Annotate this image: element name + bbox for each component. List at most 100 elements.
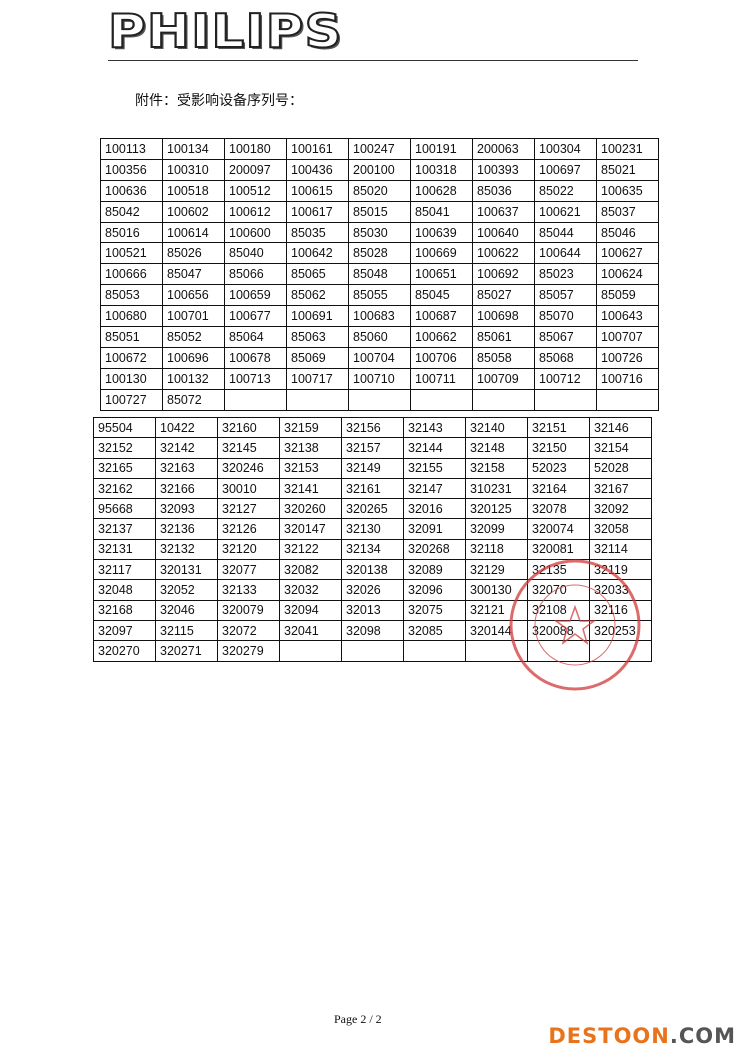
serial-cell: 100521: [100, 242, 163, 265]
watermark-suffix: .COM: [669, 1024, 736, 1048]
table-row: 95668 32093 32127 320260 320265 32016 320125 32…: [93, 498, 652, 520]
serial-cell: 85072: [162, 388, 225, 411]
serial-cell: 100697: [534, 158, 597, 181]
serial-cell: 32136: [155, 518, 218, 540]
serial-cell: 320079: [217, 599, 280, 621]
serial-cell: 32161: [341, 477, 404, 500]
serial-cell: 200097: [224, 158, 287, 181]
table-row: 100727 85072: [100, 388, 659, 411]
serial-cell: 320074: [527, 518, 590, 540]
serial-cell: 100669: [410, 242, 473, 265]
serial-cell: 85037: [596, 200, 659, 223]
serial-cell: 100707: [596, 326, 659, 348]
serial-cell: 320125: [465, 498, 528, 520]
serial-cell: 32163: [155, 457, 218, 479]
serial-cell: [596, 388, 659, 411]
serial-cell: 100666: [100, 263, 163, 286]
serial-cell: 100627: [596, 242, 659, 265]
serial-cell: 100393: [472, 158, 535, 181]
serial-cell: 320246: [217, 457, 280, 479]
serial-cell: 85047: [162, 263, 225, 286]
serial-cell: 32147: [403, 477, 466, 500]
serial-cell: 100701: [162, 305, 225, 328]
serial-cell: 32158: [465, 457, 528, 479]
serial-cell: 32013: [341, 599, 404, 621]
serial-cell: 32093: [155, 498, 218, 520]
serial-cell: 32159: [279, 416, 342, 439]
serial-cell: 100614: [162, 221, 225, 244]
serial-cell: 320081: [527, 538, 590, 561]
serial-cell: 32048: [93, 579, 156, 601]
serial-cell: 85021: [596, 158, 659, 181]
serial-cell: 100710: [348, 367, 411, 390]
table-row: 100666 85047 85066 85065 85048 100651 100692 85…: [100, 263, 659, 286]
serial-cell: 85052: [162, 326, 225, 348]
serial-cell: 85067: [534, 326, 597, 348]
serial-cell: 32155: [403, 457, 466, 479]
table-row: 32131 32132 32120 32122 32134 320268 32118 3200…: [93, 538, 652, 561]
serial-cell: 100717: [286, 367, 349, 390]
serial-cell: 85055: [348, 284, 411, 307]
serial-cell: 52023: [527, 457, 590, 479]
serial-cell: 100318: [410, 158, 473, 181]
serial-cell: 100161: [286, 138, 349, 160]
serial-cell: 320131: [155, 559, 218, 581]
serial-cell: 32160: [217, 416, 280, 439]
serial-cell: 32150: [527, 437, 590, 459]
serial-cell: [472, 388, 535, 411]
serial-cell: 32127: [217, 498, 280, 520]
serial-cell: 100659: [224, 284, 287, 307]
serial-cell: 320271: [155, 640, 218, 662]
serial-cell: 32118: [465, 538, 528, 561]
serial-cell: 100436: [286, 158, 349, 181]
serial-cell: 32120: [217, 538, 280, 561]
serial-cell: 100231: [596, 138, 659, 160]
serial-cell: 100726: [596, 346, 659, 369]
serial-cell: [286, 388, 349, 411]
serial-cell: 32075: [403, 599, 466, 621]
serial-cell: 100512: [224, 179, 287, 202]
table-row: 32152 32142 32145 32138 32157 32144 32148 32150…: [93, 437, 652, 459]
serial-cell: 10422: [155, 416, 218, 439]
watermark-main: DESTOON: [548, 1024, 670, 1048]
serial-cell: 32151: [527, 416, 590, 439]
serial-cell: [534, 388, 597, 411]
serial-cell: 320144: [465, 619, 528, 642]
serial-cell: 85058: [472, 346, 535, 369]
serial-cell: 85036: [472, 179, 535, 202]
serial-cell: 32032: [279, 579, 342, 601]
serial-cell: 32165: [93, 457, 156, 479]
serial-cell: 100132: [162, 367, 225, 390]
serial-cell: [279, 640, 342, 662]
serial-cell: 100622: [472, 242, 535, 265]
serial-cell: 100518: [162, 179, 225, 202]
serial-cell: 95668: [93, 498, 156, 520]
serial-cell: 32094: [279, 599, 342, 621]
serial-cell: 100628: [410, 179, 473, 202]
serial-cell: 100709: [472, 367, 535, 390]
serial-cell: 100651: [410, 263, 473, 286]
serial-cell: 32145: [217, 437, 280, 459]
serial-cell: [224, 388, 287, 411]
table-row: 85016 100614 100600 85035 85030 100639 100640 8…: [100, 221, 659, 244]
table-row: 32117 320131 32077 32082 320138 32089 32129 321…: [93, 559, 652, 581]
serial-cell: 32152: [93, 437, 156, 459]
serial-cell: 32041: [279, 619, 342, 642]
serial-cell: [341, 640, 404, 662]
serial-cell: 85042: [100, 200, 163, 223]
serial-cell: 320138: [341, 559, 404, 581]
serial-cell: 32092: [589, 498, 652, 520]
serial-cell: 32126: [217, 518, 280, 540]
serial-cell: 32114: [589, 538, 652, 561]
serial-cell: 100612: [224, 200, 287, 223]
serial-cell: 32108: [527, 599, 590, 621]
serial-cell: 32072: [217, 619, 280, 642]
serial-cell: 100130: [100, 367, 163, 390]
serial-cell: 100113: [100, 138, 163, 160]
serial-cell: 32046: [155, 599, 218, 621]
serial-cell: 32052: [155, 579, 218, 601]
serial-cell: 100677: [224, 305, 287, 328]
table-row: 85053 100656 100659 85062 85055 85045 85027 850…: [100, 284, 659, 307]
serial-cell: [348, 388, 411, 411]
serial-cell: 100727: [100, 388, 163, 411]
